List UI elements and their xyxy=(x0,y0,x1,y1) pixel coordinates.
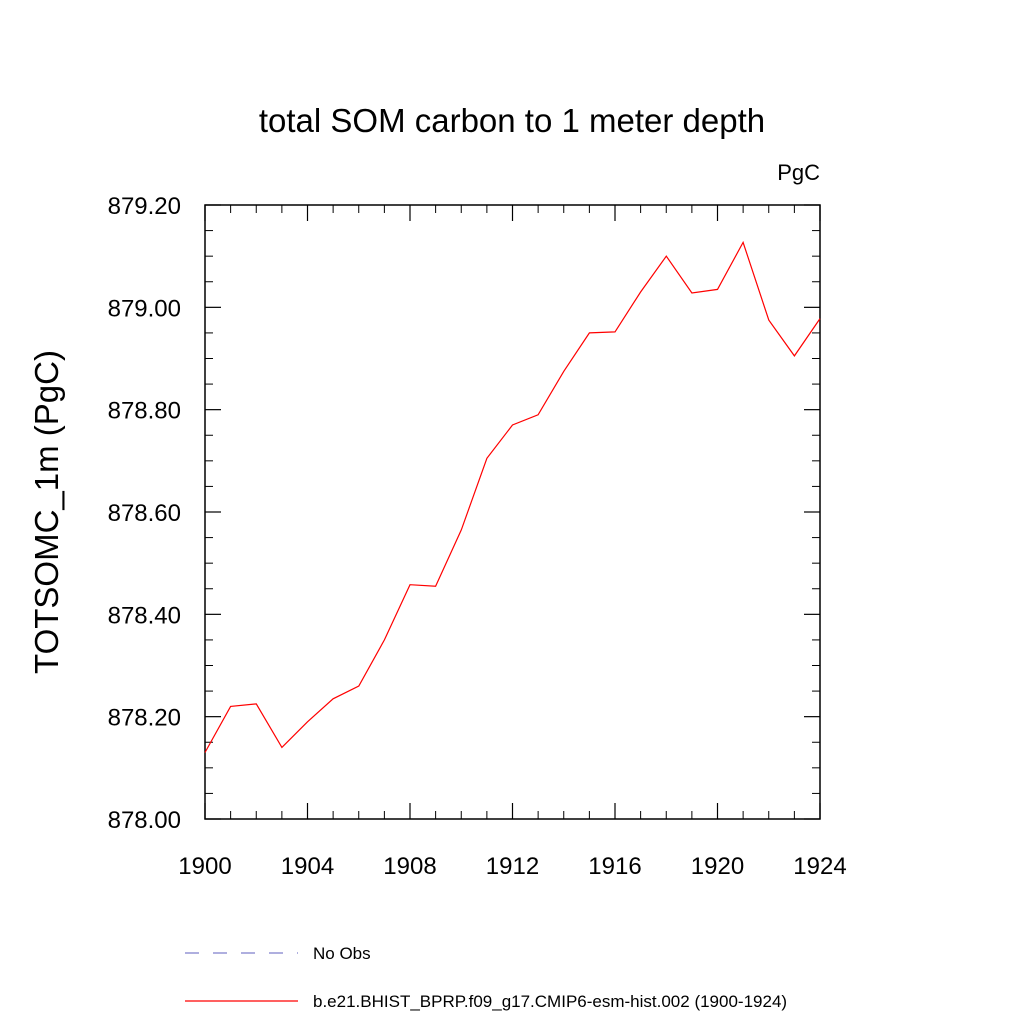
chart-title: total SOM carbon to 1 meter depth xyxy=(259,102,765,139)
y-tick-label: 878.20 xyxy=(108,705,181,732)
x-tick-label: 1904 xyxy=(281,853,334,880)
y-tick-label: 878.00 xyxy=(108,807,181,834)
plot-frame xyxy=(204,204,821,820)
series-lines xyxy=(204,240,821,753)
x-tick-label: 1924 xyxy=(793,853,846,880)
x-tick-label: 1908 xyxy=(383,853,436,880)
y-tick-label: 878.80 xyxy=(108,398,181,425)
y-tick-label: 879.00 xyxy=(108,295,181,322)
y-tick-label: 878.60 xyxy=(108,500,181,527)
tick-labels: 1900 1904 1908 1912 1916 1920 1924 878.00 878.20… xyxy=(108,193,847,880)
units-label: PgC xyxy=(777,160,820,185)
x-tick-label: 1900 xyxy=(178,853,231,880)
legend: No Obs b.e21.BHIST_BPRP.f09_g17.CMIP6-esm… xyxy=(185,944,787,1011)
x-tick-label: 1916 xyxy=(588,853,641,880)
x-tick-label: 1920 xyxy=(691,853,744,880)
y-axis-label: TOTSOMC_1m (PgC) xyxy=(28,350,65,674)
legend-label: No Obs xyxy=(313,944,371,963)
legend-label: b.e21.BHIST_BPRP.f09_g17.CMIP6-esm-hist.… xyxy=(313,992,787,1011)
axis-ticks xyxy=(204,204,821,820)
y-tick-label: 878.40 xyxy=(108,602,181,629)
y-tick-label: 879.20 xyxy=(108,193,181,220)
series-line xyxy=(204,240,821,753)
x-tick-label: 1912 xyxy=(486,853,539,880)
